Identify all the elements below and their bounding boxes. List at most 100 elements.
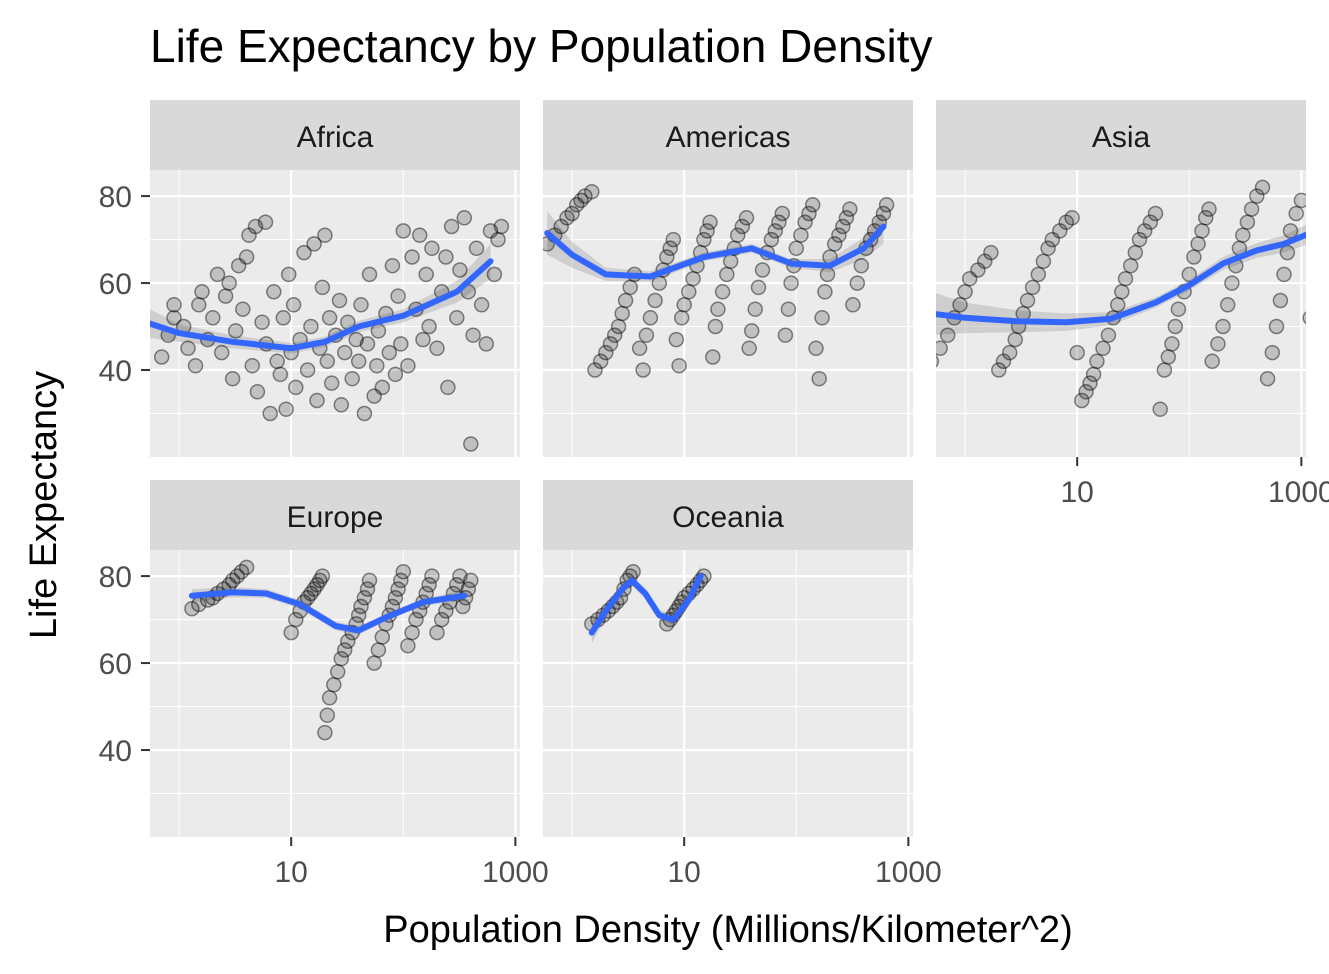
data-point — [387, 590, 404, 606]
data-point — [1194, 223, 1210, 239]
strip-label-americas: Americas — [665, 121, 790, 154]
facet-panels: Africa 40 60 80 Americas Asia 10 1000 Europe 40 60… — [99, 100, 1329, 889]
data-point — [1089, 353, 1105, 370]
plot-area-africa — [150, 210, 510, 452]
data-point — [783, 275, 799, 291]
data-point — [642, 310, 659, 326]
panel-americas: Americas — [543, 100, 913, 457]
data-point — [166, 310, 182, 326]
data-point — [272, 366, 289, 383]
data-point — [1186, 249, 1202, 265]
data-point — [577, 188, 593, 204]
data-point — [811, 370, 827, 387]
data-point — [395, 223, 412, 239]
data-point — [1117, 270, 1134, 287]
data-point — [1131, 231, 1148, 248]
data-point — [1078, 384, 1094, 400]
data-point — [797, 214, 813, 230]
data-point — [418, 266, 434, 283]
data-point — [404, 624, 420, 641]
data-point — [490, 231, 506, 248]
data-point — [482, 223, 499, 239]
strip-africa — [150, 100, 520, 170]
data-point — [411, 227, 428, 243]
data-point — [180, 340, 196, 357]
data-point — [1264, 344, 1281, 361]
data-point — [340, 633, 356, 650]
data-point — [1204, 353, 1220, 370]
panel-oceania: Oceania 10 1000 — [543, 480, 942, 889]
data-point — [793, 227, 809, 243]
data-point — [433, 611, 450, 628]
data-point — [449, 310, 465, 326]
smooth-line-africa — [150, 258, 494, 352]
data-point — [702, 214, 718, 230]
data-point — [564, 205, 580, 222]
data-point — [738, 210, 755, 226]
data-point — [408, 611, 424, 628]
data-point — [238, 559, 255, 576]
strip-label-asia: Asia — [1092, 121, 1151, 154]
data-point — [952, 297, 968, 313]
data-point — [247, 218, 264, 235]
confidence-band-oceania — [591, 565, 701, 644]
data-point — [936, 340, 948, 357]
data-point — [361, 572, 378, 589]
data-point — [801, 205, 817, 222]
data-point — [209, 266, 226, 283]
data-point — [478, 336, 495, 352]
data-point — [1243, 201, 1260, 217]
strip-label-oceania: Oceania — [672, 501, 784, 534]
data-point — [1268, 318, 1285, 335]
data-point — [1035, 253, 1052, 270]
data-point — [227, 323, 244, 339]
data-point — [1272, 292, 1289, 309]
data-point — [440, 379, 456, 396]
data-point — [617, 292, 634, 309]
x-tick-label: 1000 — [482, 856, 549, 889]
data-point — [336, 642, 353, 658]
data-point — [421, 577, 437, 593]
data-point — [299, 362, 316, 378]
data-point — [429, 624, 445, 641]
data-point — [1210, 336, 1226, 352]
data-point — [673, 310, 690, 326]
data-point — [1001, 344, 1018, 361]
data-point — [390, 581, 406, 597]
x-axis-title: Population Density (Millions/Kilometer^2… — [383, 909, 1072, 951]
data-point — [350, 607, 367, 623]
data-point — [831, 227, 847, 243]
data-point — [280, 266, 297, 283]
data-point — [1082, 375, 1098, 391]
data-point — [707, 318, 724, 335]
data-point — [638, 327, 655, 343]
data-point — [983, 244, 999, 261]
strip-label-africa: Africa — [297, 121, 374, 154]
data-point — [1302, 311, 1306, 325]
data-point — [1164, 336, 1180, 352]
data-point — [719, 266, 735, 283]
data-point — [283, 624, 299, 641]
data-point — [714, 284, 731, 300]
data-point — [1030, 266, 1047, 283]
panel-europe: Europe 40 60 80 10 1000 — [99, 480, 549, 889]
data-point — [153, 349, 170, 365]
data-point — [319, 353, 336, 370]
y-tick-label: 40 — [99, 735, 132, 768]
data-point — [668, 331, 685, 348]
data-point — [1085, 366, 1102, 383]
data-point — [329, 664, 346, 680]
data-point — [254, 314, 270, 330]
data-point — [1019, 292, 1036, 309]
data-point — [1058, 214, 1075, 230]
data-point — [1044, 231, 1061, 248]
y-tick-label: 80 — [99, 181, 132, 214]
panel-africa: Africa 40 60 80 — [99, 100, 520, 457]
data-point — [395, 563, 412, 580]
data-point — [424, 568, 440, 584]
data-point — [233, 563, 250, 580]
data-point — [671, 357, 687, 374]
panel-asia: Asia 10 1000 — [936, 100, 1329, 509]
data-point — [452, 262, 468, 278]
data-point — [387, 366, 404, 383]
